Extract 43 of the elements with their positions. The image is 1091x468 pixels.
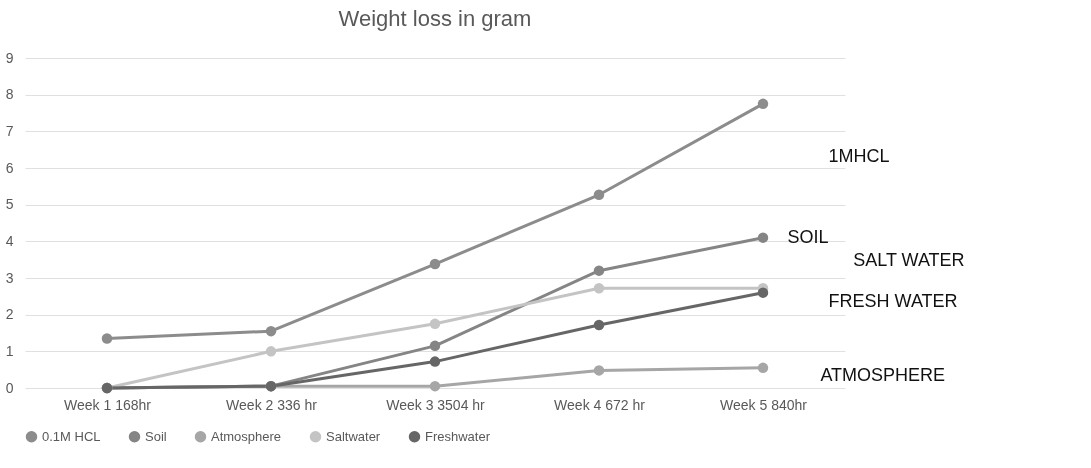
point (757, 287, 769, 298)
y-tick-label: 0 (5, 379, 14, 396)
y-tick-label: 3 (5, 269, 14, 286)
x-tick-label: Week 3 3504 hr (386, 396, 486, 413)
x-tick-label: Week 2 336 hr (226, 396, 318, 413)
point (101, 333, 113, 344)
annotation: ATMOSPHERE (820, 365, 946, 386)
x-tick-label: Week 4 672 hr (554, 396, 646, 413)
point (593, 265, 605, 276)
point (757, 362, 769, 374)
y-tick-label: 8 (5, 86, 14, 103)
annotation: 1MHCL (828, 146, 890, 166)
x-tick-label: Week 1 168hr (64, 396, 152, 413)
text: SALT WATER (853, 249, 965, 270)
y-tick-label: 2 (5, 306, 14, 323)
y-tick-label: 4 (5, 232, 14, 249)
annotation: SOIL (787, 226, 829, 247)
x-tick-label: Week 5 840hr (720, 396, 808, 413)
legend-label: Saltwater (326, 428, 381, 444)
point (429, 258, 441, 270)
point (593, 283, 605, 294)
y-tick-label: 1 (5, 342, 14, 359)
point (429, 318, 441, 330)
point (429, 340, 441, 352)
legend-label: Soil (145, 428, 167, 444)
point (429, 380, 441, 392)
legend-label: Freshwater (425, 428, 491, 444)
y-tick-label: 5 (5, 196, 14, 213)
point (429, 356, 441, 367)
y-tick-label: 7 (5, 122, 14, 139)
annotation: FRESH WATER (828, 291, 958, 312)
point (593, 319, 605, 331)
point (265, 346, 277, 357)
legend-label: 0.1M HCL (42, 428, 101, 444)
point (593, 189, 605, 200)
point (757, 98, 769, 110)
legend-label: Atmosphere (211, 428, 282, 444)
point (593, 365, 605, 376)
y-tick-label: 6 (5, 159, 14, 176)
chart-title: Weight loss in gram (338, 6, 532, 31)
point (265, 325, 277, 337)
y-tick-label: 9 (5, 49, 14, 66)
point (757, 232, 769, 243)
